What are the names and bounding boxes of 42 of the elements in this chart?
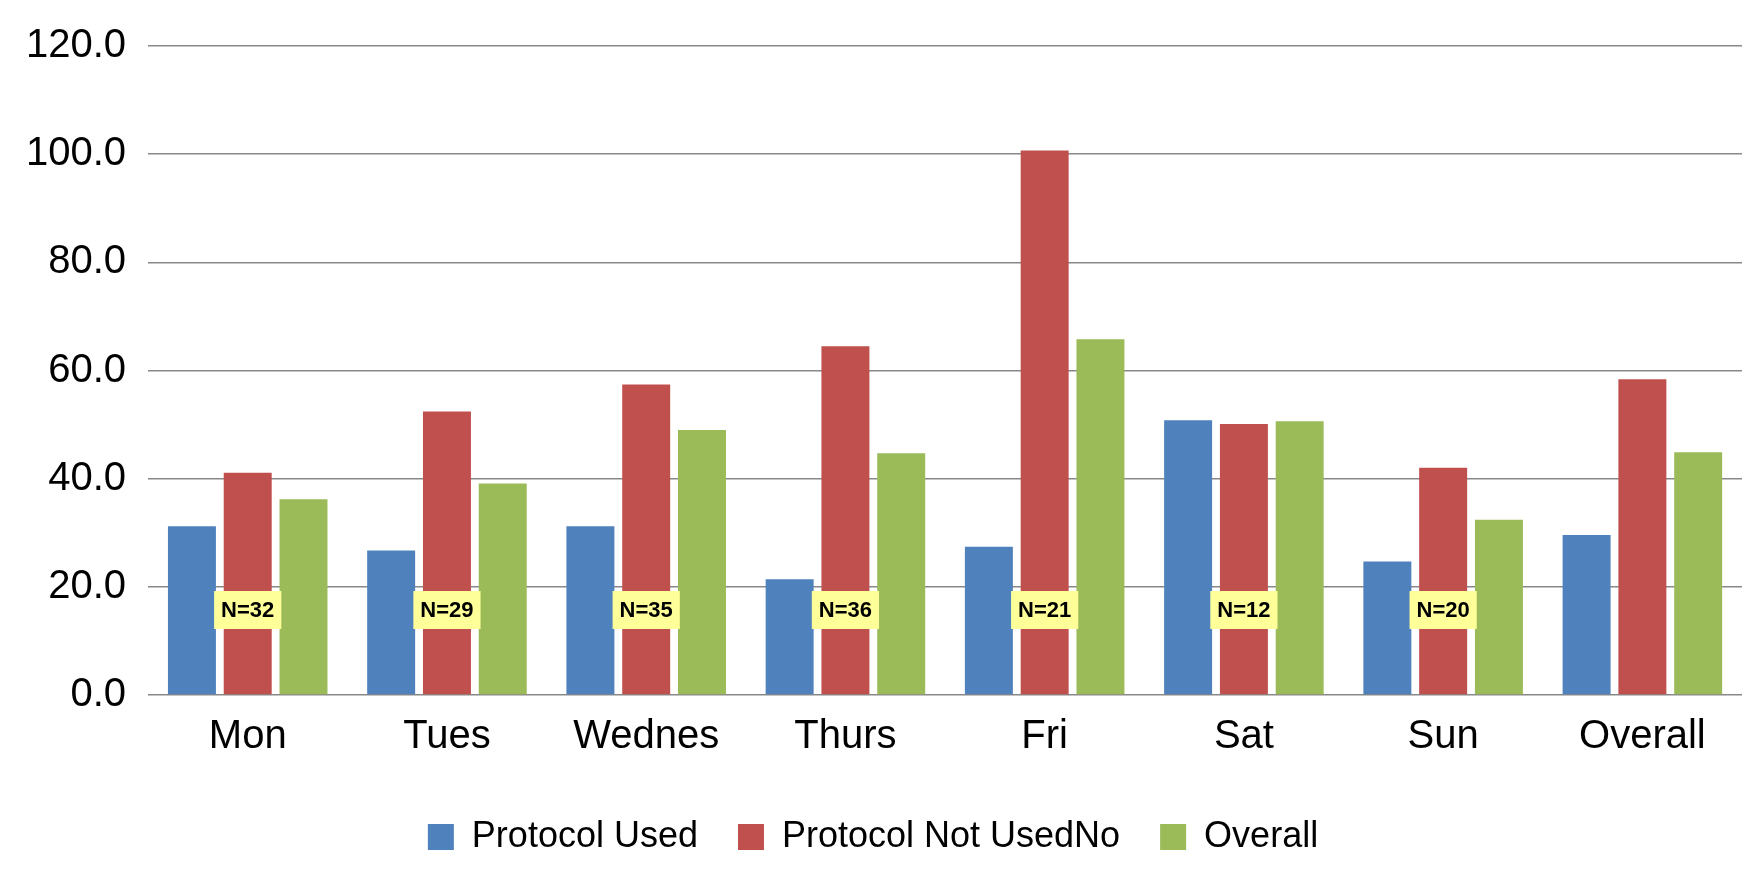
legend-label: Protocol Used xyxy=(471,813,698,855)
bar xyxy=(1275,421,1324,695)
x-tick-label: Sun xyxy=(1407,712,1479,757)
x-tick-label: Fri xyxy=(1021,712,1068,757)
legend-label: Protocol Not UsedNo xyxy=(781,813,1121,855)
bar xyxy=(478,483,527,695)
bar xyxy=(765,579,814,695)
annotation: N=21 xyxy=(1018,597,1072,623)
bar xyxy=(1164,420,1213,695)
y-tick-label: 120.0 xyxy=(25,21,127,66)
bar xyxy=(1363,561,1412,695)
bar xyxy=(877,453,926,695)
legend-label: Overall xyxy=(1204,813,1319,855)
bar xyxy=(1674,452,1723,695)
x-tick-label: Overall xyxy=(1579,712,1706,757)
annotation: N=32 xyxy=(221,597,275,623)
y-tick-label: 100.0 xyxy=(25,129,127,174)
x-tick-label: Sat xyxy=(1213,712,1274,757)
annotation: N=29 xyxy=(420,597,474,623)
x-tick-label: Mon xyxy=(208,712,287,757)
bar xyxy=(964,546,1013,695)
bar xyxy=(1076,339,1125,695)
y-tick-label: 0.0 xyxy=(70,670,127,715)
bar xyxy=(167,526,216,695)
annotation: N=20 xyxy=(1416,597,1470,623)
y-tick-label: 60.0 xyxy=(48,345,127,390)
bar xyxy=(566,526,615,695)
y-tick-label: 40.0 xyxy=(48,453,127,498)
bar xyxy=(367,550,416,695)
bar xyxy=(1618,379,1667,695)
annotation: N=12 xyxy=(1217,597,1271,623)
x-tick-label: Tues xyxy=(403,712,491,757)
bar xyxy=(279,499,328,695)
x-tick-label: Wednes xyxy=(573,712,720,757)
annotation: N=35 xyxy=(619,597,673,623)
annotation: N=36 xyxy=(818,597,873,623)
bar xyxy=(1474,519,1523,695)
bar xyxy=(677,429,726,695)
bar xyxy=(1562,534,1611,695)
y-tick-label: 20.0 xyxy=(48,561,127,606)
y-tick-label: 80.0 xyxy=(48,237,127,282)
x-tick-label: Thurs xyxy=(794,712,897,757)
